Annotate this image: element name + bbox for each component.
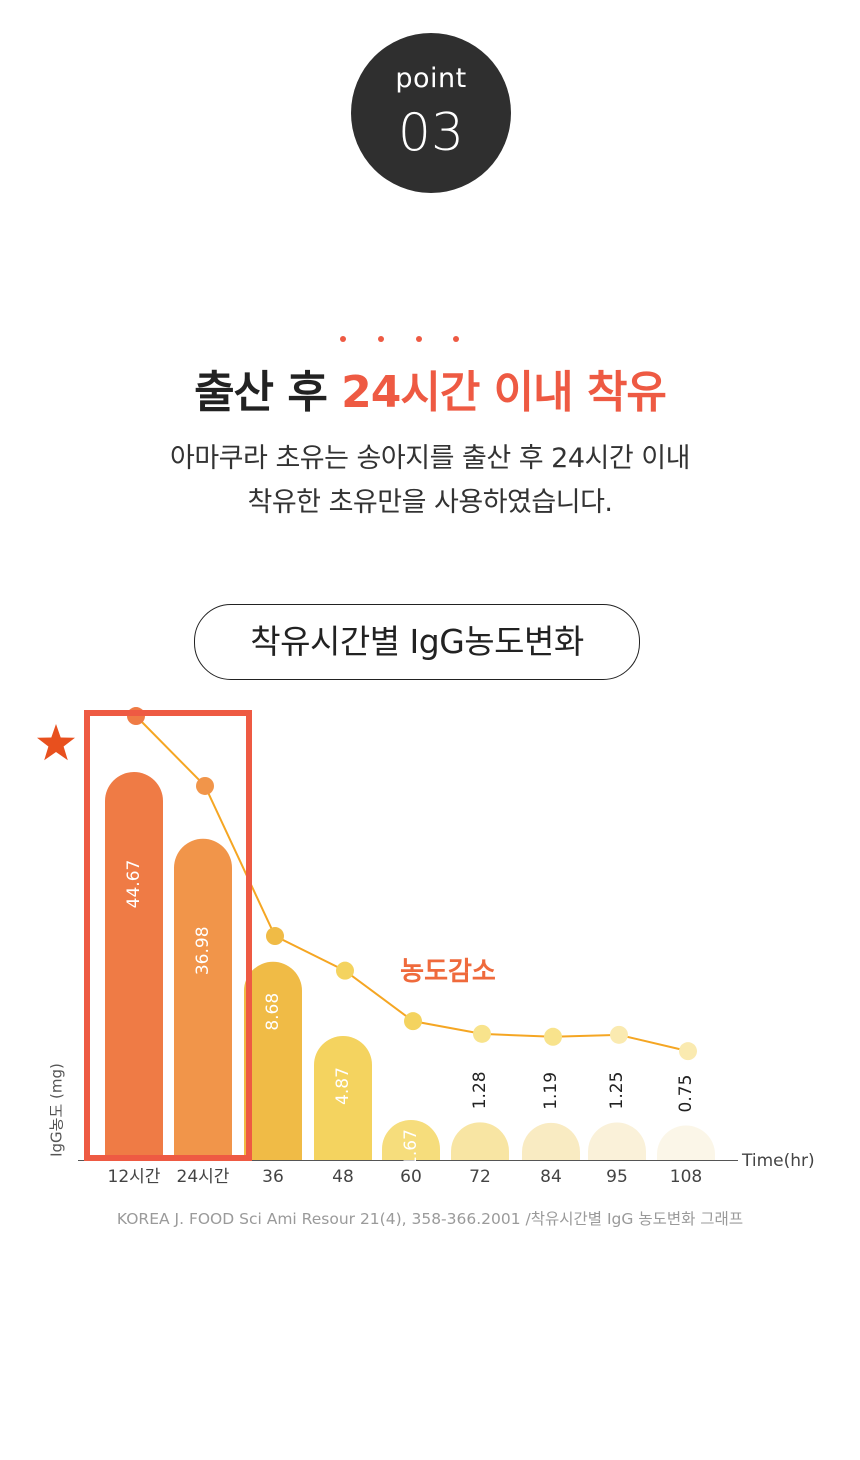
annotation-label: 농도감소 bbox=[400, 957, 496, 987]
x-tick-label: 12시간 bbox=[108, 1167, 161, 1187]
trend-point bbox=[127, 707, 145, 726]
trend-point bbox=[404, 1012, 422, 1031]
emphasis-dot bbox=[340, 336, 346, 342]
headline: 출산 후 24시간 이내 착유 bbox=[0, 356, 860, 420]
trend-point bbox=[266, 927, 284, 946]
headline-accent: 24시간 이내 착유 bbox=[341, 367, 667, 418]
subtext-line2: 착유한 초유만을 사용하였습니다. bbox=[247, 487, 613, 518]
x-tick-label: 36 bbox=[262, 1167, 284, 1187]
source-citation: KOREA J. FOOD Sci Ami Resour 21(4), 358-… bbox=[116, 1210, 744, 1228]
bar-value-label: 36.98 bbox=[193, 926, 213, 975]
point-label: point bbox=[395, 63, 467, 94]
emphasis-dots bbox=[0, 336, 860, 348]
trend-point bbox=[196, 776, 214, 795]
headline-plain: 출산 후 bbox=[194, 367, 342, 418]
x-axis-label: Time(hr) bbox=[741, 1151, 815, 1171]
trend-point bbox=[610, 1025, 628, 1044]
y-axis-label: IgG농도 (mg) bbox=[48, 1063, 66, 1157]
chart-bar bbox=[382, 1119, 440, 1160]
chart-bar bbox=[105, 772, 163, 1160]
bar-value-label: 0.75 bbox=[676, 1075, 696, 1113]
x-tick-label: 95 bbox=[606, 1167, 628, 1187]
subtext-line1: 아마쿠라 초유는 송아지를 출산 후 24시간 이내 bbox=[170, 443, 690, 474]
bar-value-label: 1.28 bbox=[470, 1071, 490, 1109]
x-tick-label: 24시간 bbox=[177, 1167, 230, 1187]
chart-bar bbox=[314, 1036, 372, 1160]
point-number: 03 bbox=[397, 103, 465, 163]
x-tick-label: 48 bbox=[332, 1167, 354, 1187]
highlight-box bbox=[84, 710, 252, 1161]
trend-point bbox=[544, 1027, 562, 1046]
chart-title-pill: 착유시간별 IgG농도변화 bbox=[194, 604, 640, 680]
bar-value-label: 1.25 bbox=[607, 1072, 627, 1110]
igg-chart: 44.67 36.98 8.68 4.87 1.67 1.28 1.19 1.25 0.75 12… bbox=[37, 707, 815, 1187]
bar-value-label: 4.87 bbox=[333, 1067, 353, 1105]
emphasis-dot bbox=[378, 336, 384, 342]
chart-bar bbox=[174, 838, 232, 1160]
chart-bar bbox=[522, 1122, 580, 1160]
bar-value-label: 44.67 bbox=[124, 860, 144, 909]
trend-point bbox=[336, 961, 354, 980]
emphasis-dot bbox=[416, 336, 422, 342]
star-icon bbox=[37, 724, 75, 761]
chart-bar bbox=[588, 1122, 646, 1160]
x-tick-label: 60 bbox=[400, 1167, 422, 1187]
x-tick-label: 108 bbox=[670, 1167, 702, 1187]
chart-bar bbox=[451, 1122, 509, 1160]
trend-point bbox=[679, 1042, 697, 1061]
chart-bar bbox=[244, 961, 302, 1160]
bar-value-label: 1.67 bbox=[401, 1129, 421, 1167]
bar-value-label: 1.19 bbox=[541, 1072, 561, 1110]
bar-value-label: 8.68 bbox=[263, 993, 283, 1031]
emphasis-dot bbox=[453, 336, 459, 342]
chart-bar bbox=[657, 1125, 715, 1160]
point-badge: point 03 bbox=[351, 33, 511, 193]
x-tick-label: 72 bbox=[469, 1167, 491, 1187]
x-tick-label: 84 bbox=[540, 1167, 562, 1187]
trend-point bbox=[473, 1024, 491, 1043]
